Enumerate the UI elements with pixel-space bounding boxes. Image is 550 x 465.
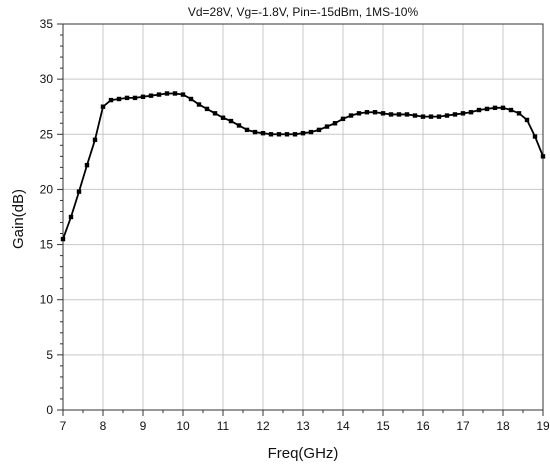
data-point [372,110,378,115]
y-tick-label: 10 [40,293,54,307]
data-point [292,132,298,137]
x-tick-label: 7 [60,419,67,433]
y-tick-label: 20 [40,182,54,196]
data-point [532,134,538,139]
data-point [364,110,370,115]
data-point [308,129,314,135]
data-point [420,114,426,119]
data-point [92,137,98,142]
y-tick-label: 0 [46,403,53,417]
x-tick-label: 15 [376,419,390,433]
series-layer [60,91,546,242]
data-point [148,93,154,98]
data-point [404,112,410,117]
data-point [332,121,338,126]
data-point [188,96,194,102]
data-point [196,102,202,107]
y-tick-label: 35 [40,17,54,31]
data-point [340,116,346,122]
data-point [524,117,530,123]
x-tick-label: 16 [416,419,430,433]
chart-title: Vd=28V, Vg=-1.8V, Pin=-15dBm, 1MS-10% [188,5,419,19]
data-point [68,214,74,220]
x-tick-label: 18 [496,419,510,433]
x-tick-label: 10 [176,419,190,433]
x-tick-label: 14 [336,419,350,433]
y-tick-label: 5 [46,348,53,362]
data-point [164,91,170,96]
data-point [252,129,258,135]
data-point [236,123,242,128]
x-tick-label: 13 [296,419,310,433]
data-point [116,96,122,102]
y-tick-label: 25 [40,127,54,141]
data-point [508,107,514,113]
data-point [156,92,162,97]
data-point [300,130,306,136]
data-point [84,162,90,168]
data-point [516,111,522,116]
data-point [388,112,394,117]
data-point [60,236,66,242]
data-point [452,112,458,117]
data-point [476,107,482,113]
data-point [132,95,138,101]
data-point [140,94,146,99]
data-point [428,114,434,119]
x-tick-label: 11 [217,419,230,433]
data-point [540,154,546,159]
data-point [380,111,386,116]
data-point [268,132,274,137]
data-point [100,104,106,109]
data-point [460,111,466,116]
data-point [228,118,234,124]
data-point [356,111,362,116]
data-point [436,114,442,119]
data-point [492,105,498,111]
data-point [260,130,266,136]
x-tick-label: 9 [140,419,147,433]
data-point [500,105,506,111]
x-tick-label: 19 [536,419,550,433]
data-point [348,113,354,118]
y-tick-label: 30 [40,72,54,86]
x-axis-label: Freq(GHz) [268,445,339,462]
data-point [444,113,450,118]
data-point [324,124,330,129]
data-point [468,110,474,115]
data-point [108,97,114,103]
y-axis-label: Gain(dB) [10,189,27,249]
data-point [484,106,490,112]
data-point [220,115,226,120]
data-point [412,113,418,118]
y-tick-label: 15 [40,238,54,252]
data-point [316,127,322,133]
data-point [396,112,402,117]
data-point [244,127,250,133]
data-point [180,92,186,97]
data-point [212,111,218,116]
tick-layer: 7 8 9 10 11 12 13 14 15 16 17 18 19 0 5 10 15 20 25 30 35 [40,17,550,433]
data-point [172,91,178,96]
x-tick-label: 8 [100,419,107,433]
x-tick-label: 12 [256,419,270,433]
data-point [204,106,210,112]
x-tick-label: 17 [456,419,470,433]
data-point [124,95,130,101]
data-point [76,189,82,194]
data-point [276,132,282,137]
data-point [284,132,290,137]
